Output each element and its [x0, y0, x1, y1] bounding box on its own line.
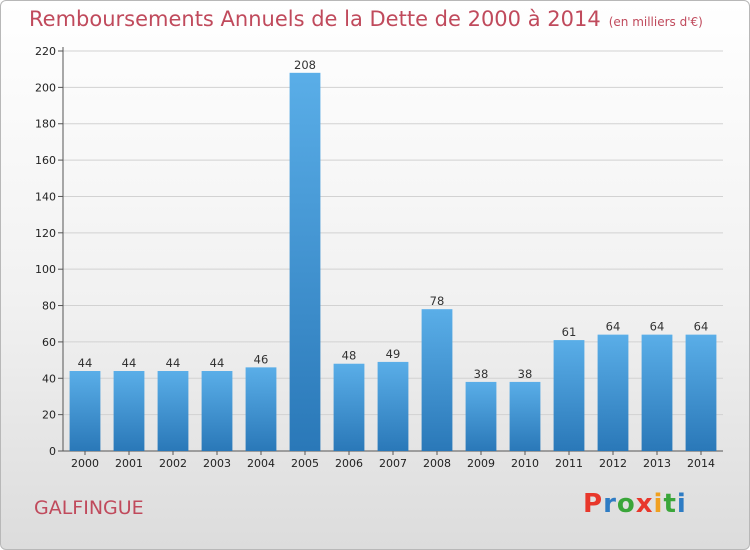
- x-tick-label: 2011: [555, 457, 583, 470]
- logo-letter: o: [616, 489, 636, 519]
- x-tick-label: 2004: [247, 457, 275, 470]
- data-label: 44: [122, 356, 137, 370]
- y-tick-label: 140: [35, 190, 56, 203]
- data-label: 38: [518, 367, 533, 381]
- chart-title: Remboursements Annuels de la Dette de 20…: [29, 7, 703, 31]
- data-label: 208: [294, 58, 316, 72]
- bar: [377, 361, 409, 451]
- data-label: 78: [430, 294, 445, 308]
- data-label: 44: [166, 356, 181, 370]
- data-label: 44: [78, 356, 93, 370]
- logo-letter: P: [583, 489, 604, 519]
- x-tick-label: 2005: [291, 457, 319, 470]
- bar: [333, 363, 365, 451]
- y-tick-label: 120: [35, 227, 56, 240]
- logo-letter: t: [663, 489, 677, 519]
- x-tick-label: 2002: [159, 457, 187, 470]
- town-name: GALFINGUE: [34, 497, 144, 519]
- logo-letter: i: [676, 489, 687, 519]
- y-tick-label: 200: [35, 81, 56, 94]
- bars: [69, 72, 717, 452]
- x-tick-label: 2012: [599, 457, 627, 470]
- x-tick-label: 2009: [467, 457, 495, 470]
- x-tick-label: 2001: [115, 457, 143, 470]
- y-tick-label: 100: [35, 263, 56, 276]
- bar: [641, 334, 673, 451]
- bar: [465, 381, 497, 451]
- bar: [685, 334, 717, 451]
- bar: [113, 371, 145, 451]
- x-tick-label: 2007: [379, 457, 407, 470]
- data-label: 49: [386, 347, 401, 361]
- y-tick-label: 160: [35, 154, 56, 167]
- y-tick-label: 40: [42, 372, 56, 385]
- data-label: 64: [650, 320, 665, 334]
- bar: [201, 371, 233, 451]
- y-tick-label: 20: [42, 409, 56, 422]
- bar: [157, 371, 189, 451]
- chart-title-text: Remboursements Annuels de la Dette de 20…: [29, 7, 601, 31]
- bar: [289, 72, 321, 452]
- bar: [245, 367, 277, 451]
- data-label: 38: [474, 367, 489, 381]
- logo-letter: r: [603, 489, 617, 519]
- y-tick-label: 80: [42, 300, 56, 313]
- data-label: 64: [606, 320, 621, 334]
- x-tick-label: 2014: [687, 457, 715, 470]
- x-tick-label: 2000: [71, 457, 99, 470]
- bar: [421, 309, 453, 451]
- x-tick-label: 2003: [203, 457, 231, 470]
- x-tick-label: 2013: [643, 457, 671, 470]
- logo-letter: x: [635, 489, 654, 519]
- x-tick-label: 2008: [423, 457, 451, 470]
- x-tick-label: 2006: [335, 457, 363, 470]
- y-tick-label: 220: [35, 45, 56, 58]
- logo-letter: i: [653, 489, 664, 519]
- proxiti-logo: Proxiti: [583, 489, 687, 519]
- data-label: 48: [342, 349, 357, 363]
- data-label: 44: [210, 356, 225, 370]
- data-label: 46: [254, 352, 269, 366]
- bar: [553, 340, 585, 451]
- chart-unit: (en milliers d'€): [608, 15, 703, 29]
- data-label: 61: [562, 325, 577, 339]
- labels: 0 20 40 60 80 100 120 140 160 180 200 220 44 2000 44 20…: [35, 45, 715, 470]
- bar: [69, 371, 101, 451]
- y-tick-label: 60: [42, 336, 56, 349]
- bar: [509, 381, 541, 451]
- y-tick-label: 180: [35, 118, 56, 131]
- x-tick-label: 2010: [511, 457, 539, 470]
- y-tick-label: 0: [49, 445, 56, 458]
- bar: [597, 334, 629, 451]
- data-label: 64: [694, 320, 709, 334]
